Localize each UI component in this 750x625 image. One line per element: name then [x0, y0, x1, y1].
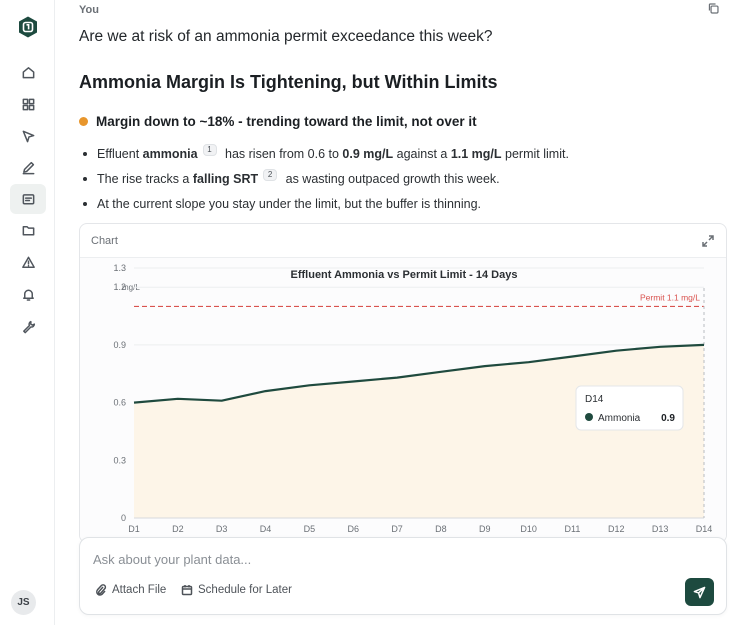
- citation-badge[interactable]: 2: [263, 168, 278, 181]
- bullet-dot: [83, 201, 87, 206]
- x-tick-label: D4: [260, 524, 272, 534]
- series-line: [133, 343, 705, 404]
- y-tick-label: 0: [121, 513, 126, 523]
- bullet-text: permit limit.: [501, 146, 569, 161]
- list-item: The rise tracks a falling SRT 2 as wasti…: [79, 166, 569, 191]
- tooltip-category: D14: [585, 394, 604, 405]
- main-content: You Are we at risk of an ammonia permit …: [55, 0, 750, 625]
- answer-heading: Ammonia Margin Is Tightening, but Within…: [79, 72, 498, 92]
- bullet-text: against a: [393, 146, 451, 161]
- folder-icon: [22, 225, 34, 235]
- x-tick-label: D10: [520, 524, 537, 534]
- status-dot: [79, 117, 88, 126]
- schedule-button[interactable]: Schedule for Later: [181, 584, 292, 596]
- bullet-text: The rise tracks a: [97, 171, 193, 186]
- schedule-label: Schedule for Later: [198, 584, 292, 596]
- message-composer: Attach File Schedule for Later: [79, 537, 727, 615]
- nav-notifications[interactable]: [10, 279, 46, 309]
- threshold-label: Permit 1.1 mg/L: [640, 292, 700, 302]
- calendar-icon: [181, 585, 193, 596]
- series-area: [134, 344, 704, 518]
- pencil-icon: [22, 161, 34, 174]
- tooltip-series-name: Ammonia: [598, 413, 641, 424]
- bullet-text: as wasting outpaced growth this week.: [282, 171, 500, 186]
- chart-card: Chart Effluent Ammonia vs Permit Limit -…: [79, 223, 727, 543]
- bell-icon: [22, 289, 34, 301]
- x-tick-label: D5: [304, 524, 316, 534]
- chat-input[interactable]: [93, 549, 653, 569]
- x-tick-label: D12: [608, 524, 625, 534]
- bullet-text: Effluent: [97, 146, 143, 161]
- chart-card-header: Chart: [80, 224, 726, 258]
- chat-icon: [22, 193, 34, 204]
- attach-file-label: Attach File: [112, 584, 167, 596]
- y-tick-label: 1.2: [113, 282, 126, 292]
- bullet-bold-text: 1.1 mg/L: [450, 146, 502, 161]
- bullet-text: At the current slope you stay under the …: [97, 196, 482, 211]
- expand-icon: [702, 235, 714, 247]
- tooltip-value: 0.9: [661, 413, 675, 424]
- send-button[interactable]: [685, 578, 714, 606]
- nav-files[interactable]: [10, 215, 46, 245]
- bullet-bold-text: falling SRT: [192, 171, 259, 186]
- y-tick-label: 0.6: [113, 398, 126, 408]
- y-tick-label: 1.3: [113, 263, 126, 273]
- nav-tools[interactable]: [10, 311, 46, 341]
- y-axis-label: mg/L: [122, 283, 140, 292]
- tooltip-series-dot: [585, 413, 593, 421]
- status-line: Margin down to ~18% - trending toward th…: [79, 114, 477, 129]
- x-tick-label: D11: [565, 524, 581, 534]
- copy-icon: [708, 3, 719, 14]
- nav-alerts[interactable]: [10, 247, 46, 277]
- paperclip-icon: [96, 584, 107, 596]
- x-tick-label: D8: [435, 524, 447, 534]
- x-tick-label: D7: [391, 524, 403, 534]
- x-tick-label: D1: [128, 524, 140, 534]
- cursor-icon: [22, 130, 34, 142]
- list-item: Effluent ammonia 1 has risen from 0.6 to…: [79, 141, 569, 166]
- user-question: Are we at risk of an ammonia permit exce…: [79, 28, 493, 45]
- wrench-icon: [22, 320, 35, 333]
- attach-file-button[interactable]: Attach File: [95, 584, 166, 596]
- home-icon: [22, 66, 34, 78]
- bullet-dot: [83, 151, 87, 156]
- answer-bullets: Effluent ammonia 1 has risen from 0.6 to…: [79, 141, 569, 216]
- dashboard-icon: [22, 98, 34, 110]
- chart-card-label: Chart: [91, 234, 118, 247]
- warning-icon: [21, 256, 35, 268]
- x-tick-label: D6: [347, 524, 359, 534]
- x-tick-label: D9: [479, 524, 491, 534]
- expand-chart-button[interactable]: [702, 234, 714, 247]
- x-tick-label: D14: [696, 524, 713, 534]
- x-tick-label: D2: [172, 524, 184, 534]
- nav-navigate[interactable]: [10, 121, 46, 151]
- send-icon: [693, 586, 706, 598]
- user-avatar[interactable]: JS: [11, 590, 36, 615]
- user-label: You: [79, 4, 99, 16]
- ammonia-chart: Effluent Ammonia vs Permit Limit - 14 Da…: [80, 258, 726, 542]
- bullet-bold-text: ammonia: [142, 146, 198, 161]
- y-tick-label: 0.9: [113, 340, 126, 350]
- app-logo-icon[interactable]: [16, 15, 40, 39]
- nav-dashboard[interactable]: [10, 89, 46, 119]
- y-tick-label: 0.3: [113, 455, 126, 465]
- nav-home[interactable]: [10, 57, 46, 87]
- chart-title: Effluent Ammonia vs Permit Limit - 14 Da…: [291, 269, 518, 281]
- list-item: At the current slope you stay under the …: [79, 191, 569, 216]
- nav-edit[interactable]: [10, 152, 46, 182]
- bullet-text: has risen from 0.6 to: [221, 146, 343, 161]
- bullet-bold-text: 0.9 mg/L: [342, 146, 394, 161]
- x-tick-label: D13: [652, 524, 669, 534]
- tooltip-box: [575, 385, 684, 431]
- copy-button[interactable]: [707, 2, 723, 18]
- sidebar: JS: [0, 0, 55, 625]
- status-text: Margin down to ~18% - trending toward th…: [96, 114, 477, 129]
- x-tick-label: D3: [216, 524, 228, 534]
- citation-badge[interactable]: 1: [202, 143, 217, 156]
- bullet-dot: [83, 176, 87, 181]
- nav-chat[interactable]: [10, 184, 46, 214]
